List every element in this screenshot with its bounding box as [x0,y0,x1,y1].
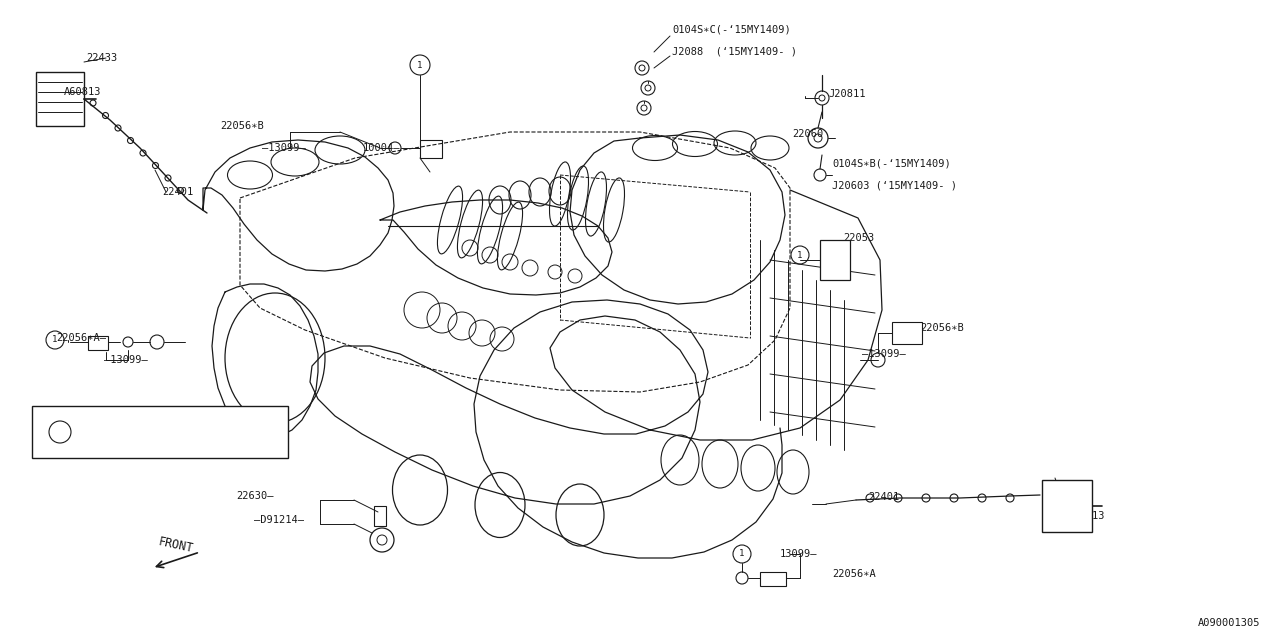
Bar [1042,480,1092,532]
Text: J20811: J20811 [828,89,865,99]
Text: 13099—: 13099— [780,549,818,559]
Bar [36,72,84,126]
Text: 1: 1 [797,250,803,259]
Text: 22401: 22401 [868,492,900,502]
Text: —D91214—: —D91214— [253,515,305,525]
Text: A60813: A60813 [64,87,101,97]
Text: 22056∗B: 22056∗B [920,323,964,333]
Bar [88,336,108,350]
Bar [420,140,442,158]
Text: 1: 1 [417,61,422,70]
Text: 22060: 22060 [792,129,823,139]
Text: 22053: 22053 [844,233,874,243]
Text: 0104S∗A(-‘15MY1409): 0104S∗A(-‘15MY1409) [91,413,210,423]
Text: 0104S∗B(-‘15MY1409): 0104S∗B(-‘15MY1409) [832,159,951,169]
Text: 22401: 22401 [163,187,193,197]
Text: 22056∗A: 22056∗A [832,569,876,579]
Text: —13099—: —13099— [104,355,147,365]
Text: 1: 1 [52,335,58,344]
Text: 1: 1 [740,550,745,559]
Text: 22433: 22433 [86,53,118,63]
Text: A60813: A60813 [1068,511,1106,521]
Text: A090001305: A090001305 [1198,618,1260,628]
Bar [32,406,288,458]
Text: FRONT: FRONT [157,535,195,555]
Bar [820,240,850,280]
Text: 1: 1 [58,428,63,436]
Text: J20602 (‘15MY1409- ): J20602 (‘15MY1409- ) [91,435,216,445]
Bar [892,322,922,344]
Bar [374,506,387,526]
Text: J2088  (‘15MY1409- ): J2088 (‘15MY1409- ) [672,47,797,57]
Text: J20603 (‘15MY1409- ): J20603 (‘15MY1409- ) [832,180,957,190]
Text: 22056∗B: 22056∗B [220,121,264,131]
Text: 0104S∗C(-‘15MY1409): 0104S∗C(-‘15MY1409) [672,25,791,35]
Text: 10004—: 10004— [364,143,401,153]
Text: 22433: 22433 [1052,487,1083,497]
Text: —13099—: —13099— [262,143,306,153]
Text: —13099—: —13099— [861,349,906,359]
Bar [760,572,786,586]
Text: 22056∗A—: 22056∗A— [56,333,106,343]
Text: 22630—: 22630— [236,491,274,501]
